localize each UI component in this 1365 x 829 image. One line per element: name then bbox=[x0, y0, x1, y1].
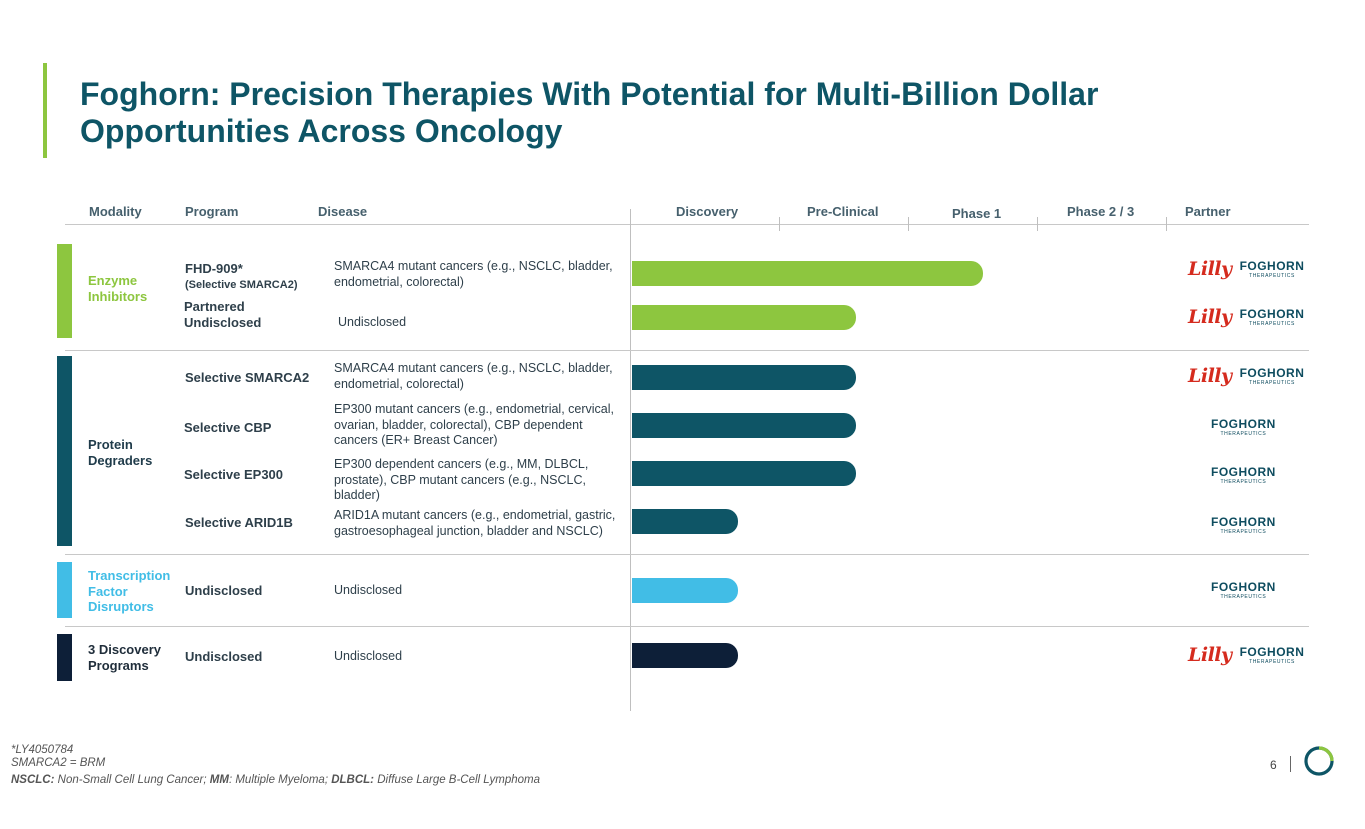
lilly-logo: Lilly bbox=[1188, 365, 1232, 387]
progress-bar bbox=[632, 461, 856, 486]
disease-cell: Undisclosed bbox=[338, 315, 407, 329]
footnote-abbreviations: NSCLC: Non-Small Cell Lung Cancer; MM: M… bbox=[11, 774, 540, 786]
partner-logos: Lilly FOGHORN THERAPEUTICS bbox=[1188, 306, 1304, 328]
progress-bar bbox=[632, 305, 856, 330]
modality-bar-transcription bbox=[57, 562, 72, 618]
modality-label-transcription: Transcription Factor Disruptors bbox=[88, 568, 171, 614]
program-cell: Selective SMARCA2 bbox=[185, 370, 310, 385]
group-divider bbox=[65, 626, 1309, 627]
modality-label-discovery: 3 Discovery Programs bbox=[88, 642, 161, 673]
progress-bar bbox=[632, 509, 738, 534]
progress-bar bbox=[632, 578, 738, 603]
foghorn-circle-icon bbox=[1304, 746, 1334, 776]
header-partner: Partner bbox=[1185, 204, 1231, 219]
disease-cell: SMARCA4 mutant cancers (e.g., NSCLC, bla… bbox=[334, 361, 613, 391]
progress-bar bbox=[632, 365, 856, 390]
foghorn-logo: FOGHORN THERAPEUTICS bbox=[1239, 644, 1305, 665]
program-cell: Selective EP300 bbox=[184, 467, 284, 482]
partner-logos: Lilly FOGHORN THERAPEUTICS bbox=[1188, 644, 1304, 666]
progress-bar bbox=[632, 643, 738, 668]
modality-label-protein: Protein Degraders bbox=[88, 437, 153, 468]
partner-logos: FOGHORN THERAPEUTICS bbox=[1211, 581, 1276, 600]
header-disease: Disease bbox=[318, 204, 368, 219]
page-number: 6 bbox=[1270, 758, 1277, 772]
header-divider bbox=[65, 224, 1309, 225]
disease-cell: Undisclosed bbox=[334, 583, 403, 597]
disease-cell: EP300 dependent cancers (e.g., MM, DLBCL… bbox=[334, 457, 589, 502]
modality-bar-discovery bbox=[57, 634, 72, 681]
lilly-logo: Lilly bbox=[1188, 644, 1232, 666]
program-cell: Selective ARID1B bbox=[185, 515, 293, 530]
pipeline-axis bbox=[630, 209, 631, 711]
foghorn-logo: FOGHORN THERAPEUTICS bbox=[1239, 365, 1305, 386]
disease-cell: Undisclosed bbox=[334, 649, 403, 663]
page-title: Foghorn: Precision Therapies With Potent… bbox=[80, 76, 1099, 149]
lilly-logo: Lilly bbox=[1188, 306, 1232, 328]
foghorn-logo: FOGHORN THERAPEUTICS bbox=[1211, 417, 1276, 437]
partner-logos: FOGHORN THERAPEUTICS bbox=[1211, 418, 1276, 437]
header-phase23: Phase 2 / 3 bbox=[1067, 204, 1135, 219]
progress-bar bbox=[632, 413, 856, 438]
program-cell: Undisclosed bbox=[185, 583, 263, 598]
stage-tick bbox=[1037, 217, 1038, 231]
page-separator bbox=[1290, 756, 1291, 772]
lilly-logo: Lilly bbox=[1188, 258, 1232, 280]
footnote-ly: *LY4050784 bbox=[11, 744, 74, 756]
foghorn-logo: FOGHORN THERAPEUTICS bbox=[1239, 306, 1305, 327]
foghorn-logo: FOGHORN THERAPEUTICS bbox=[1211, 465, 1276, 485]
title-accent-bar bbox=[43, 63, 47, 158]
program-cell: Partnered Undisclosed bbox=[184, 299, 262, 330]
stage-tick bbox=[908, 217, 909, 231]
header-modality: Modality bbox=[89, 204, 142, 219]
header-phase1: Phase 1 bbox=[952, 206, 1002, 221]
header-preclinical: Pre-Clinical bbox=[807, 204, 879, 219]
stage-tick bbox=[1166, 217, 1167, 231]
disease-cell: ARID1A mutant cancers (e.g., endometrial… bbox=[334, 508, 616, 538]
group-divider bbox=[65, 350, 1309, 351]
foghorn-logo: FOGHORN THERAPEUTICS bbox=[1211, 580, 1276, 600]
modality-label-enzyme: Enzyme Inhibitors bbox=[88, 273, 148, 304]
partner-logos: FOGHORN THERAPEUTICS bbox=[1211, 516, 1276, 535]
partner-logos: FOGHORN THERAPEUTICS bbox=[1211, 466, 1276, 485]
disease-cell: EP300 mutant cancers (e.g., endometrial,… bbox=[334, 402, 614, 447]
stage-tick bbox=[779, 217, 780, 231]
modality-bar-protein bbox=[57, 356, 72, 546]
header-program: Program bbox=[185, 204, 239, 219]
disease-cell: SMARCA4 mutant cancers (e.g., NSCLC, bla… bbox=[334, 259, 613, 289]
footnote-smarca2: SMARCA2 = BRM bbox=[11, 757, 106, 769]
progress-bar bbox=[632, 261, 983, 286]
modality-bar-enzyme bbox=[57, 244, 72, 338]
foghorn-logo: FOGHORN THERAPEUTICS bbox=[1211, 515, 1276, 535]
partner-logos: Lilly FOGHORN THERAPEUTICS bbox=[1188, 365, 1304, 387]
header-discovery: Discovery bbox=[676, 204, 739, 219]
program-cell: Undisclosed bbox=[185, 649, 263, 664]
program-cell: Selective CBP bbox=[184, 420, 272, 435]
foghorn-logo: FOGHORN THERAPEUTICS bbox=[1239, 258, 1305, 279]
program-cell: FHD-909* (Selective SMARCA2) bbox=[185, 261, 298, 291]
group-divider bbox=[65, 554, 1309, 555]
partner-logos: Lilly FOGHORN THERAPEUTICS bbox=[1188, 258, 1304, 280]
